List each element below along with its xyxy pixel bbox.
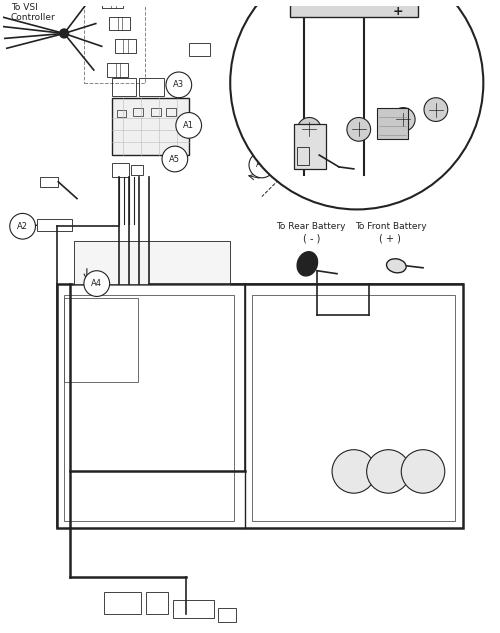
- Text: +: +: [393, 5, 404, 18]
- Bar: [132, 165, 143, 175]
- Text: A6: A6: [256, 160, 268, 170]
- Bar: [57, 284, 462, 528]
- Bar: [188, 43, 210, 56]
- Text: ( + ): ( + ): [380, 233, 402, 243]
- Bar: [112, 97, 188, 155]
- Bar: [116, 110, 126, 118]
- Circle shape: [230, 0, 483, 210]
- Bar: [173, 600, 214, 618]
- Polygon shape: [74, 241, 230, 284]
- Circle shape: [347, 118, 370, 141]
- Ellipse shape: [386, 259, 406, 273]
- Text: A5: A5: [170, 154, 180, 163]
- Text: ( - ): ( - ): [302, 233, 320, 243]
- Bar: [218, 608, 236, 622]
- Bar: [146, 592, 168, 614]
- Text: To Rear Battery: To Rear Battery: [276, 222, 346, 231]
- Text: A2: A2: [17, 222, 28, 231]
- Circle shape: [176, 113, 202, 138]
- Bar: [298, 147, 310, 165]
- Circle shape: [84, 271, 110, 296]
- Circle shape: [162, 146, 188, 172]
- Bar: [40, 177, 58, 187]
- Bar: [294, 125, 326, 169]
- Bar: [114, 39, 136, 53]
- Text: A3: A3: [174, 80, 184, 89]
- Bar: [376, 108, 408, 139]
- Bar: [151, 108, 161, 115]
- Bar: [106, 63, 128, 77]
- Bar: [112, 78, 136, 96]
- Text: To Front Battery: To Front Battery: [354, 222, 426, 231]
- Circle shape: [249, 152, 274, 178]
- Bar: [64, 296, 234, 521]
- Bar: [112, 163, 130, 177]
- Circle shape: [60, 29, 68, 38]
- Bar: [134, 108, 143, 115]
- Circle shape: [166, 72, 192, 97]
- Bar: [290, 0, 418, 16]
- Text: A4: A4: [92, 279, 102, 288]
- Bar: [64, 298, 138, 382]
- Text: A1: A1: [183, 121, 194, 130]
- Bar: [84, 0, 145, 83]
- Circle shape: [366, 449, 410, 493]
- Circle shape: [10, 213, 36, 239]
- Bar: [140, 78, 164, 96]
- Bar: [252, 296, 454, 521]
- Circle shape: [424, 97, 448, 122]
- Circle shape: [332, 449, 376, 493]
- Circle shape: [298, 118, 321, 141]
- Bar: [104, 592, 141, 614]
- Ellipse shape: [297, 252, 318, 276]
- Text: To VSI: To VSI: [10, 3, 38, 11]
- Bar: [102, 0, 124, 8]
- Bar: [108, 16, 130, 30]
- Bar: [166, 108, 176, 115]
- Text: Controller: Controller: [10, 13, 56, 22]
- Bar: [38, 219, 72, 231]
- Circle shape: [392, 108, 415, 131]
- Circle shape: [402, 449, 445, 493]
